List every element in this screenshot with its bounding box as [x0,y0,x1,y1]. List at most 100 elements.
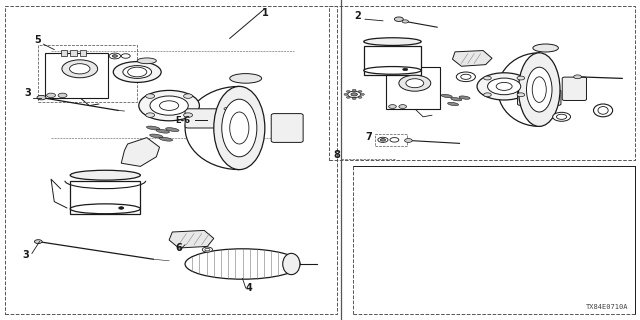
Circle shape [121,54,130,58]
Ellipse shape [456,72,476,82]
Circle shape [358,96,362,98]
Bar [70,181,140,214]
Ellipse shape [527,67,552,112]
Circle shape [205,248,210,251]
Ellipse shape [496,83,512,91]
Ellipse shape [240,108,245,110]
Ellipse shape [70,204,140,214]
Circle shape [202,247,212,252]
Ellipse shape [488,78,521,95]
Circle shape [62,60,98,78]
Circle shape [58,93,67,98]
Bar [70,50,77,56]
Bar [80,50,86,56]
Ellipse shape [532,77,547,102]
Circle shape [517,76,525,80]
Ellipse shape [533,44,559,52]
Circle shape [573,75,581,79]
Text: E-6: E-6 [175,116,191,124]
Circle shape [394,17,403,21]
Polygon shape [386,67,440,109]
Polygon shape [169,230,214,248]
Ellipse shape [461,74,471,79]
Ellipse shape [166,128,179,132]
Circle shape [402,20,408,23]
Circle shape [112,55,117,57]
Circle shape [484,76,492,80]
Circle shape [399,105,406,108]
Ellipse shape [159,137,173,141]
Polygon shape [452,51,492,66]
Ellipse shape [557,114,566,119]
Ellipse shape [147,126,160,130]
Ellipse shape [518,53,560,126]
Polygon shape [498,53,540,126]
Circle shape [346,96,350,98]
Circle shape [352,89,356,91]
FancyBboxPatch shape [518,90,561,105]
Ellipse shape [477,73,531,100]
Polygon shape [121,138,159,166]
Circle shape [146,113,155,117]
Circle shape [403,68,408,71]
Text: 3: 3 [24,88,31,98]
Circle shape [484,93,492,97]
Ellipse shape [159,101,179,110]
Ellipse shape [364,67,421,74]
Ellipse shape [283,253,300,275]
Bar [61,50,67,56]
Circle shape [109,53,120,59]
Text: 5: 5 [34,35,40,45]
Text: TX84E0710A: TX84E0710A [586,304,628,310]
Polygon shape [185,86,239,170]
Ellipse shape [447,102,459,106]
Text: 6: 6 [175,243,182,253]
Circle shape [399,75,431,91]
Ellipse shape [224,108,229,110]
Circle shape [378,137,388,142]
Circle shape [348,91,360,98]
Circle shape [380,139,385,141]
Ellipse shape [123,66,152,78]
FancyBboxPatch shape [271,114,303,142]
Ellipse shape [150,134,163,138]
Text: 2: 2 [354,11,361,21]
Circle shape [118,207,124,209]
Circle shape [184,113,193,117]
Bar [364,46,421,75]
Text: 7: 7 [365,132,372,142]
Ellipse shape [593,104,612,117]
Ellipse shape [230,74,262,83]
Text: 3: 3 [22,250,29,260]
Ellipse shape [221,106,232,111]
Circle shape [358,91,362,92]
Ellipse shape [237,106,248,111]
Circle shape [37,95,46,100]
Circle shape [406,79,424,88]
Ellipse shape [364,38,421,45]
Circle shape [70,64,90,74]
Ellipse shape [214,86,265,170]
Ellipse shape [553,112,570,121]
Polygon shape [45,53,109,98]
Ellipse shape [156,129,170,133]
Ellipse shape [137,58,156,64]
Ellipse shape [222,99,257,157]
Circle shape [346,91,350,92]
Ellipse shape [113,61,161,83]
Circle shape [146,94,155,98]
Ellipse shape [451,98,462,101]
FancyBboxPatch shape [185,109,236,128]
Circle shape [517,93,525,97]
FancyBboxPatch shape [562,77,586,100]
Circle shape [344,93,348,95]
Text: 4: 4 [246,283,252,293]
Ellipse shape [459,96,470,99]
Ellipse shape [139,91,200,121]
Ellipse shape [230,112,249,144]
Circle shape [352,98,356,100]
Circle shape [404,139,412,142]
Ellipse shape [70,170,140,180]
Circle shape [388,105,396,108]
Ellipse shape [598,107,608,114]
